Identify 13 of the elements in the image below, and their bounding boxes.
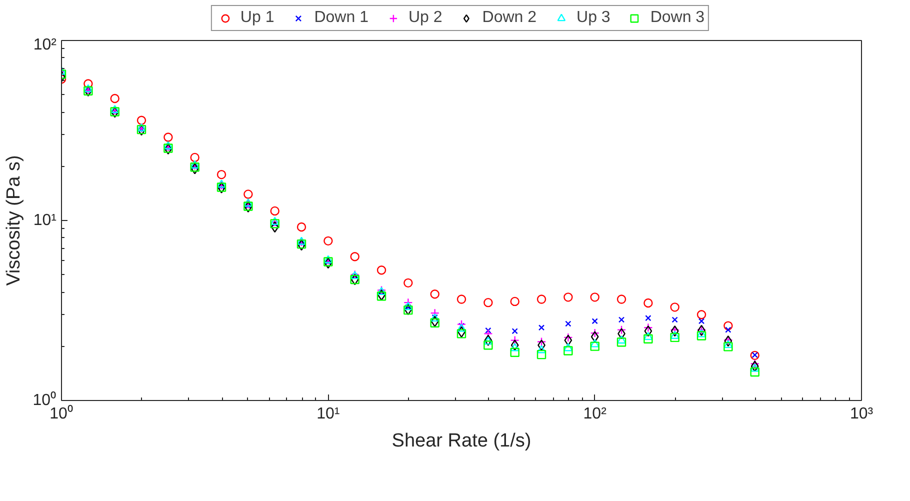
y-tick-label: 10¹	[33, 212, 56, 229]
x-tick-label: 10³	[850, 406, 874, 422]
x-axis-title: Shear Rate (1/s)	[392, 430, 532, 452]
y-axis-title: Viscosity (Pa s)	[4, 155, 25, 286]
legend-label: Up 2	[408, 9, 442, 27]
legend-label: Up 1	[240, 9, 274, 27]
x-tick-label: 10¹	[316, 406, 340, 422]
legend-label: Down 2	[482, 9, 537, 27]
x-tick-label: 10²	[583, 406, 608, 422]
legend-label: Down 1	[314, 9, 368, 27]
legend-label: Down 3	[650, 9, 705, 27]
legend-label: Up 3	[576, 9, 610, 27]
y-tick-label: 10²	[33, 36, 58, 54]
